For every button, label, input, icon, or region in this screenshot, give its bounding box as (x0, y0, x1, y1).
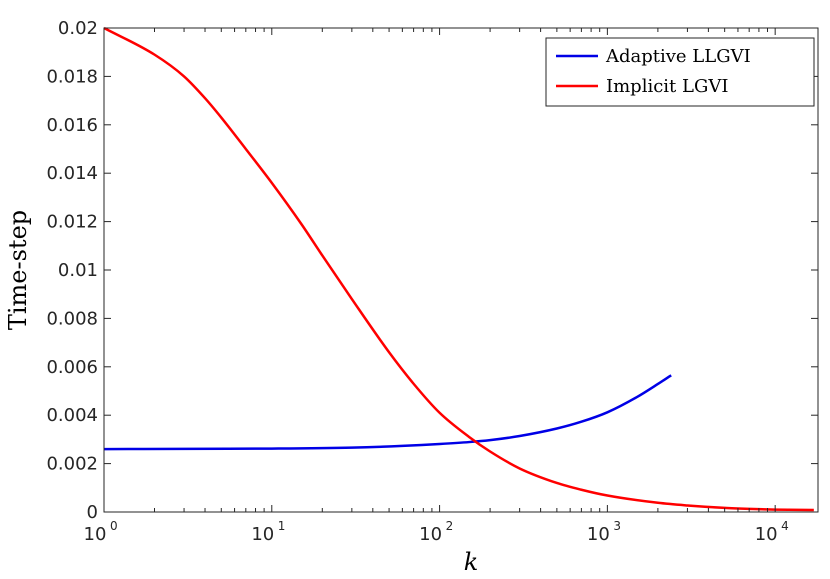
y-tick-label: 0.006 (46, 357, 98, 378)
y-tick-label: 0.008 (46, 308, 98, 329)
x-tick-base: 10 (755, 524, 778, 545)
y-tick-label: 0.02 (58, 18, 98, 39)
x-tick-label: 10 4 (755, 519, 789, 545)
legend-label-1: Implicit LGVI (606, 76, 728, 97)
x-tick-label: 10 3 (587, 519, 621, 545)
x-tick-base: 10 (251, 524, 274, 545)
x-tick-base: 10 (419, 524, 442, 545)
y-tick-label: 0.002 (46, 454, 98, 475)
legend-label-0: Adaptive LLGVI (605, 46, 751, 67)
y-tick-label: 0 (87, 502, 98, 523)
y-axis-label: Time-step (4, 210, 32, 330)
legend: Adaptive LLGVI Implicit LGVI (545, 37, 815, 107)
x-tick-exponent: 3 (613, 519, 621, 533)
y-tick-label: 0.01 (58, 260, 98, 281)
x-tick-label: 10 1 (251, 519, 285, 545)
x-tick-exponent: 0 (110, 519, 118, 533)
x-tick-label: 10 0 (84, 519, 118, 545)
x-tick-exponent: 4 (781, 519, 789, 533)
legend-box (545, 37, 815, 107)
x-tick-label: 10 2 (419, 519, 453, 545)
x-tick-exponent: 2 (446, 519, 454, 533)
x-axis-label: k (464, 548, 479, 576)
tick-labels: 0 0.002 0.004 0.006 0.008 0.01 0.012 0.014 0.016… (46, 18, 788, 545)
x-tick-base: 10 (587, 524, 610, 545)
x-tick-base: 10 (84, 524, 107, 545)
x-tick-exponent: 1 (278, 519, 286, 533)
y-tick-label: 0.014 (46, 163, 98, 184)
tick-marks (103, 27, 818, 513)
y-tick-label: 0.004 (46, 405, 98, 426)
series-line-1 (103, 26, 814, 512)
y-tick-label: 0.018 (46, 66, 98, 87)
y-tick-label: 0.016 (46, 115, 98, 136)
plot-area (103, 26, 814, 512)
series-line-0 (103, 374, 672, 451)
y-tick-label: 0.012 (46, 212, 98, 233)
